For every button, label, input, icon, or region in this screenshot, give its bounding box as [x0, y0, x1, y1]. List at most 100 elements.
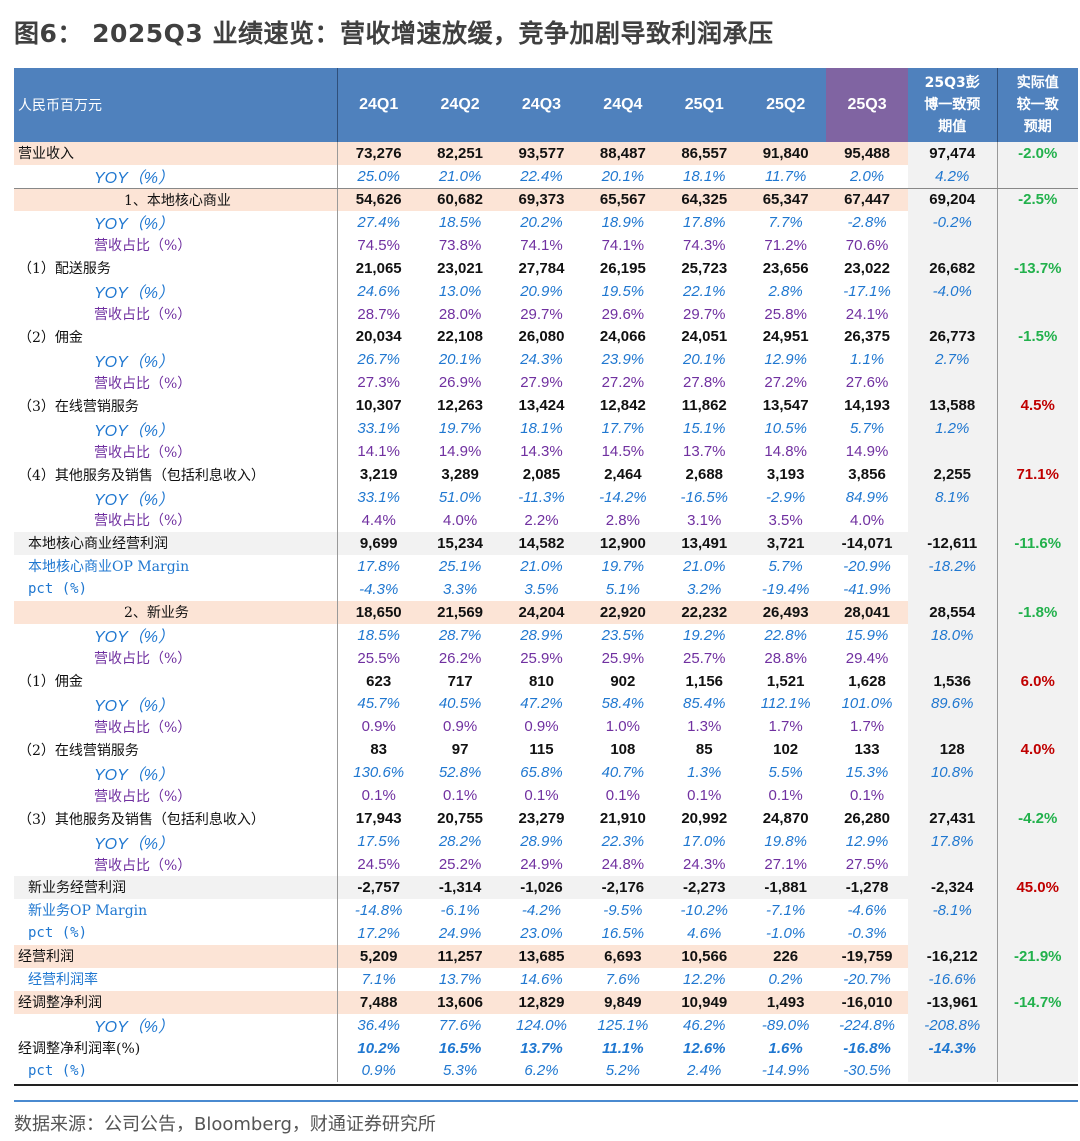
- table-row: YOY（%） 25.0% 21.0% 22.4% 20.1% 18.1% 11.7% 2.0%…: [14, 164, 1078, 188]
- cell-value: 23.0%: [520, 924, 563, 942]
- cell-value: 20.1%: [601, 167, 645, 185]
- cell-value: 25,723: [681, 259, 728, 277]
- cell-value: 97: [451, 741, 469, 759]
- cell-value: 25.8%: [764, 305, 807, 323]
- cell-value: -41.9%: [843, 580, 891, 598]
- cell-value: 226: [744, 944, 827, 968]
- cell-value: 10.5%: [764, 420, 807, 438]
- row-label: 营收占比（%）: [14, 302, 338, 326]
- consensus-value: -18.2%: [907, 554, 997, 578]
- period-header: 25Q3: [826, 68, 908, 142]
- consensus-value: -8.1%: [907, 898, 997, 922]
- consensus-value: [907, 509, 997, 532]
- consensus-value: 1,536: [907, 669, 997, 693]
- cell-value: 24.9%: [520, 856, 563, 874]
- period-header: 24Q4: [603, 96, 643, 113]
- consensus-value: -2,324: [907, 876, 997, 899]
- cell-value: -14.8%: [354, 901, 403, 919]
- cell-value: 2.0%: [849, 167, 885, 185]
- cell-value: 51.0%: [438, 489, 482, 507]
- delta-vs-consensus: -1.5%: [996, 325, 1078, 349]
- delta-vs-consensus: [996, 1059, 1078, 1083]
- cell-value: 0.1%: [687, 787, 722, 805]
- cell-value: 3.5%: [524, 580, 559, 598]
- table-row: 经调整净利润率(%) 10.2% 16.5% 13.7% 11.1% 12.6% 1.6% -…: [14, 1036, 1078, 1060]
- cell-value: 5.3%: [442, 1062, 478, 1080]
- cell-value: 6,693: [582, 944, 664, 968]
- period-header: 25Q1: [684, 96, 724, 113]
- cell-value: 25.2%: [438, 856, 482, 874]
- cell-value: 14.8%: [764, 443, 807, 461]
- row-label: pct (%): [14, 921, 338, 945]
- cell-value: 22.8%: [764, 626, 807, 644]
- cell-value: -2,176: [582, 876, 664, 899]
- table-row: 1、本地核心商业 54,626 60,682 69,373 65,567 64,325 65…: [14, 187, 1078, 211]
- cell-value: 623: [366, 672, 392, 690]
- cell-value: 25.9%: [601, 649, 645, 667]
- period-header: 24Q1: [359, 96, 399, 113]
- row-label: 营收占比（%）: [14, 509, 338, 532]
- cell-value: 11,862: [681, 397, 727, 415]
- cell-value: 11,257: [419, 944, 501, 968]
- table-row: 本地核心商业经营利润 9,699 15,234 14,582 12,900 13,491 3…: [14, 531, 1078, 555]
- delta-vs-consensus: [996, 417, 1078, 441]
- consensus-value: -12,611: [907, 531, 997, 555]
- cell-value: 33.1%: [357, 420, 400, 438]
- cell-value: 101.0%: [841, 695, 893, 713]
- cell-value: -4.6%: [847, 901, 887, 919]
- cell-value: 1.1%: [849, 351, 885, 369]
- cell-value: -4.3%: [359, 580, 399, 598]
- cell-value: 13.7%: [438, 970, 482, 988]
- cell-value: 17.8%: [357, 557, 400, 575]
- cell-value: 65.8%: [520, 764, 563, 782]
- row-label: （2）佣金: [14, 325, 338, 349]
- consensus-value: -16,212: [907, 944, 997, 968]
- cell-value: 54,626: [338, 188, 420, 211]
- results-table: 人民币百万元 24Q1 24Q2 24Q3 24Q4 25Q1 25Q2 25Q3 25Q3…: [14, 68, 1078, 1083]
- table-row: YOY（%） 27.4% 18.5% 20.2% 18.9% 17.8% 7.7% -2.8%…: [14, 210, 1078, 234]
- cell-value: 13,606: [419, 990, 501, 1014]
- table-row: pct (%) -4.3% 3.3% 3.5% 5.1% 3.2% -19.4% -41.9%: [14, 577, 1078, 601]
- cell-value: -7.1%: [766, 901, 806, 919]
- figure-title: 图6： 2025Q3 业绩速览：营收增速放缓，竞争加剧导致利润承压: [14, 19, 774, 48]
- cell-value: 1.3%: [687, 764, 722, 782]
- table-row: 营收占比（%） 27.3% 26.9% 27.9% 27.2% 27.8% 27.2% 27.…: [14, 371, 1078, 395]
- cell-value: 26,195: [599, 259, 646, 277]
- delta-vs-consensus: [996, 164, 1078, 188]
- cell-value: 17.2%: [357, 924, 400, 942]
- cell-value: 27.2%: [764, 374, 807, 392]
- cell-value: 24,066: [599, 328, 646, 346]
- cell-value: -2.9%: [766, 489, 806, 507]
- cell-value: 18.1%: [682, 167, 726, 185]
- cell-value: 0.1%: [849, 787, 885, 805]
- table-row: pct (%) 0.9% 5.3% 6.2% 5.2% 2.4% -14.9% -30.5%: [14, 1059, 1078, 1083]
- consensus-value: -208.8%: [907, 1013, 997, 1037]
- cell-value: 95,488: [826, 142, 908, 165]
- cell-value: 28.9%: [520, 626, 563, 644]
- row-label: YOY（%）: [14, 348, 338, 372]
- delta-vs-consensus: [996, 853, 1078, 876]
- consensus-value: [907, 371, 997, 395]
- cell-value: 5.1%: [605, 580, 640, 598]
- cell-value: 13.7%: [520, 1039, 563, 1057]
- cell-value: 20.1%: [438, 351, 482, 369]
- cell-value: 14.9%: [438, 443, 482, 461]
- cell-value: 3,219: [359, 466, 398, 484]
- consensus-value: 4.2%: [907, 164, 997, 188]
- cell-value: 0.1%: [442, 787, 478, 805]
- table-row: 经营利润率 7.1% 13.7% 14.6% 7.6% 12.2% 0.2% -20.7% -1…: [14, 967, 1078, 991]
- cell-value: 14.9%: [845, 443, 889, 461]
- cell-value: 3,856: [848, 466, 886, 484]
- consensus-value: [907, 302, 997, 326]
- cell-value: 46.2%: [682, 1016, 726, 1034]
- cell-value: -2,757: [338, 876, 420, 899]
- cell-value: 19.2%: [682, 626, 726, 644]
- cell-value: 27.5%: [845, 856, 889, 874]
- cell-value: 23,022: [844, 259, 890, 277]
- delta-vs-consensus: [996, 233, 1078, 257]
- cell-value: 20.9%: [520, 282, 563, 300]
- row-label: 本地核心商业经营利润: [14, 531, 338, 555]
- cell-value: 22.3%: [601, 833, 645, 851]
- cell-value: 7,488: [338, 990, 420, 1014]
- cell-value: 0.1%: [524, 787, 559, 805]
